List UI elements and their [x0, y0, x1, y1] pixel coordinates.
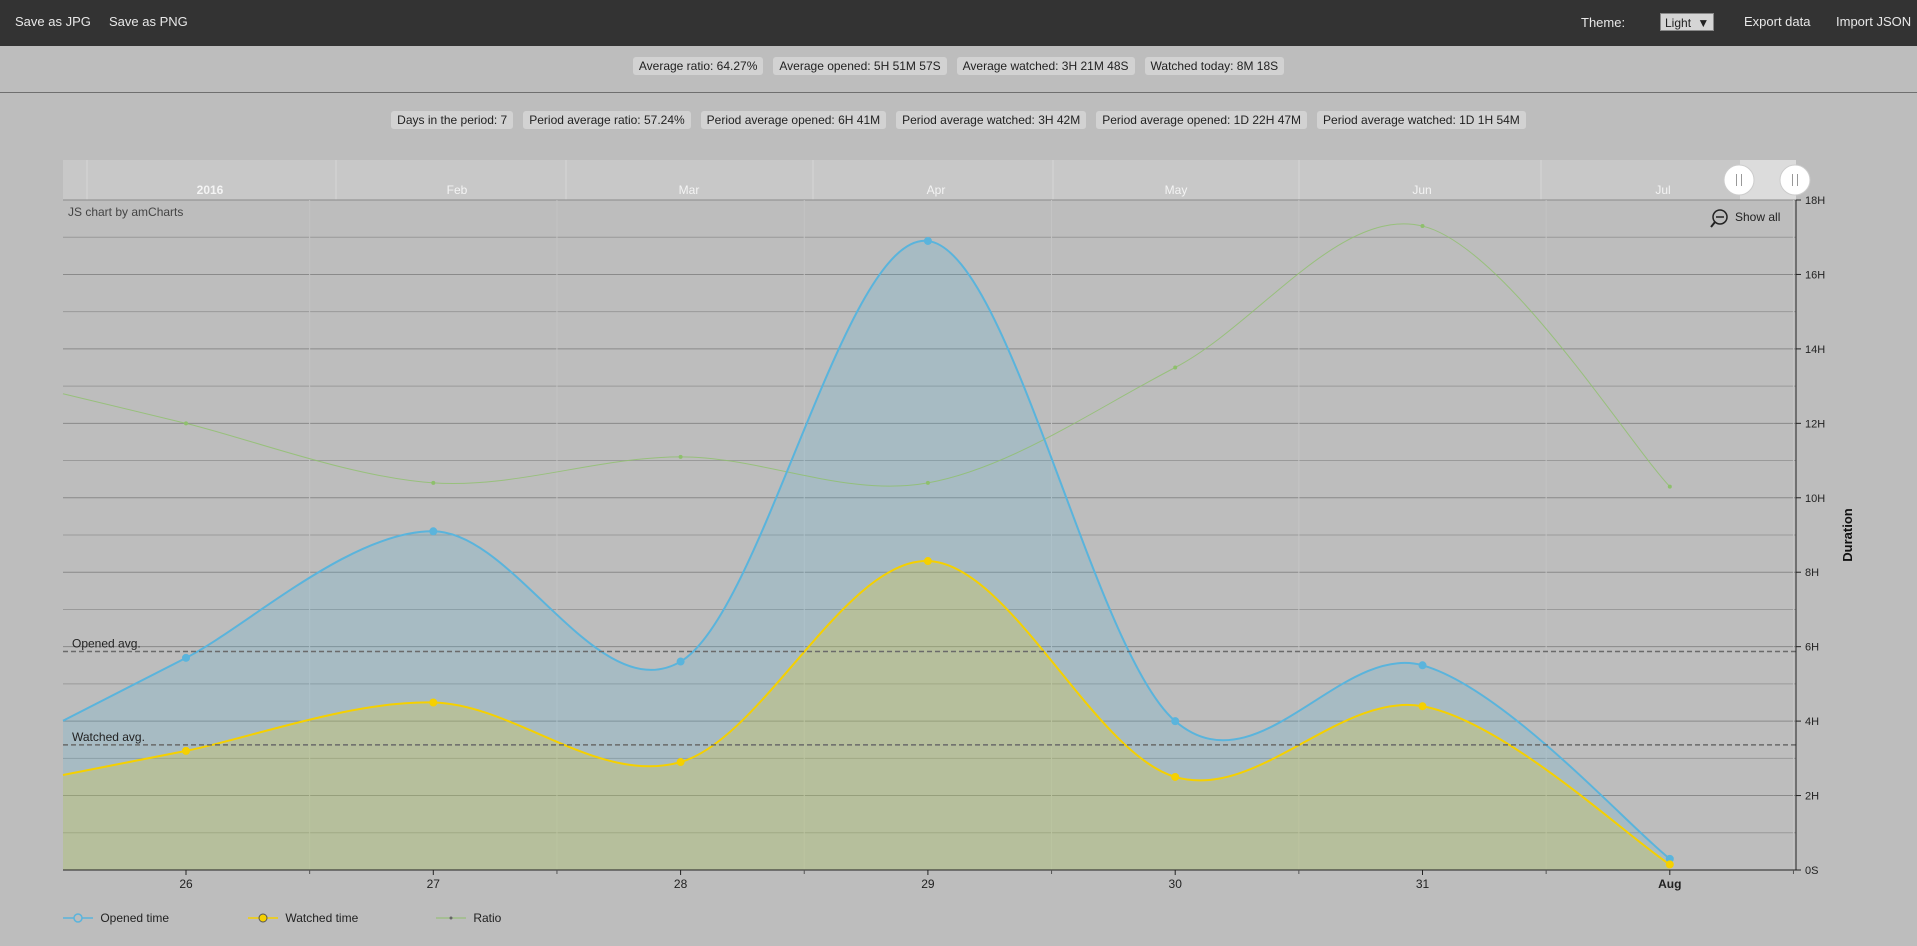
ratio-point[interactable]: [925, 480, 930, 485]
stat-period-average-opened: Period average opened: 6H 41M: [700, 111, 887, 129]
scrollbar-month-label: 2016: [197, 183, 224, 197]
watched-time-point[interactable]: [1171, 772, 1180, 781]
legend-ratio-label: Ratio: [473, 911, 502, 925]
scrollbar-month-label: Mar: [679, 183, 700, 197]
y-tick-label: 0S: [1805, 865, 1818, 877]
legend-ratio-marker: [436, 916, 466, 920]
save-jpg-button[interactable]: Save as JPG: [15, 14, 91, 29]
stat-average-ratio: Average ratio: 64.27%: [632, 57, 764, 75]
y-tick-label: 14H: [1805, 344, 1825, 356]
stats-overall: Average ratio: 64.27% Average opened: 5H …: [0, 57, 1917, 75]
opened-time-area: [63, 240, 1670, 870]
ratio-point[interactable]: [1420, 224, 1425, 229]
x-tick-label: Aug: [1658, 877, 1681, 891]
ratio-point[interactable]: [678, 454, 683, 459]
watched-time-point[interactable]: [923, 557, 932, 566]
save-png-button[interactable]: Save as PNG: [109, 14, 188, 29]
dropdown-arrow-icon: ▼: [1697, 16, 1710, 30]
legend-opened-label: Opened time: [100, 911, 170, 925]
scrollbar-month-label: Apr: [927, 183, 946, 197]
opened-time-point[interactable]: [1418, 661, 1427, 670]
stat-average-opened: Average opened: 5H 51M 57S: [773, 57, 947, 75]
x-tick-label: 31: [1416, 877, 1430, 891]
y-tick-label: 4H: [1805, 716, 1819, 728]
watched-time-area: [63, 561, 1670, 870]
opened-time-point[interactable]: [923, 236, 932, 245]
zoom-handle-icon: [1710, 221, 1716, 228]
toolbar: Save as JPG Save as PNG Theme: Light ▼ E…: [0, 0, 1917, 46]
stat-average-watched: Average watched: 3H 21M 48S: [956, 57, 1135, 75]
x-tick-label: 27: [427, 877, 441, 891]
stats-period: Days in the period: 7 Period average rati…: [0, 111, 1917, 129]
scrollbar-month-label: Jul: [1655, 183, 1670, 197]
x-tick-label: 28: [674, 877, 688, 891]
watched-time-point[interactable]: [676, 758, 685, 767]
legend-watched-marker: [248, 913, 278, 923]
watched-time-point[interactable]: [1665, 860, 1674, 869]
y-tick-label: 12H: [1805, 418, 1825, 430]
zoom-out-icon: [1712, 209, 1728, 225]
x-tick-label: 29: [921, 877, 935, 891]
x-tick-label: 26: [179, 877, 193, 891]
ratio-point[interactable]: [431, 480, 436, 485]
theme-value: Light: [1665, 16, 1692, 30]
y-tick-label: 10H: [1805, 493, 1825, 505]
export-data-button[interactable]: Export data: [1744, 14, 1811, 29]
scrollbar-track[interactable]: [63, 160, 1796, 200]
legend-opened-marker: [63, 913, 93, 923]
scrollbar-month-label: Feb: [447, 183, 468, 197]
stat-days-in-period: Days in the period: 7: [391, 111, 514, 129]
ratio-point[interactable]: [184, 421, 188, 426]
show-all-button[interactable]: Show all: [1710, 209, 1780, 228]
opened-time-line: [62, 239, 1671, 860]
y-tick-label: 8H: [1805, 567, 1819, 579]
ratio-point[interactable]: [1173, 365, 1178, 370]
stats-divider: [0, 92, 1917, 93]
stat-period-average-ratio: Period average ratio: 57.24%: [523, 111, 691, 129]
x-tick-label: 30: [1169, 877, 1183, 891]
scrollbar-left-grip[interactable]: [1723, 164, 1755, 196]
theme-label: Theme:: [1581, 15, 1626, 30]
y-tick-label: 16H: [1805, 269, 1825, 281]
scrollbar-month-label: May: [1165, 183, 1188, 197]
ratio-point[interactable]: [1667, 484, 1672, 489]
watched-time-point[interactable]: [1418, 702, 1427, 711]
watched-time-point[interactable]: [429, 698, 438, 707]
legend-watched-label: Watched time: [285, 911, 359, 925]
opened-time-point[interactable]: [182, 653, 190, 662]
amcharts-credit: JS chart by amCharts: [68, 205, 183, 219]
legend-opened-time[interactable]: Opened time: [63, 911, 169, 925]
show-all-label: Show all: [1735, 210, 1780, 224]
opened-time-point[interactable]: [1171, 717, 1180, 726]
opened-time-point[interactable]: [429, 527, 438, 536]
y-tick-label: 18H: [1805, 195, 1825, 207]
scrollbar-month-label: Jun: [1412, 183, 1431, 197]
opened-time-point[interactable]: [1665, 854, 1674, 863]
theme-select[interactable]: Light ▼: [1660, 13, 1715, 31]
opened-avg-label: Opened avg.: [72, 637, 141, 651]
stat-period-total-opened: Period average opened: 1D 22H 47M: [1096, 111, 1308, 129]
y-tick-label: 6H: [1805, 642, 1819, 654]
watched-time-point[interactable]: [182, 746, 190, 755]
watched-avg-label: Watched avg.: [72, 730, 145, 744]
watched-time-line: [62, 560, 1671, 866]
stat-period-total-watched: Period average watched: 1D 1H 54M: [1317, 111, 1526, 129]
opened-time-point[interactable]: [676, 657, 685, 666]
scrollbar-right-grip[interactable]: [1779, 164, 1811, 196]
legend-ratio[interactable]: Ratio: [436, 911, 501, 925]
import-json-button[interactable]: Import JSON: [1836, 14, 1912, 29]
stat-period-average-watched: Period average watched: 3H 42M: [896, 111, 1087, 129]
stat-watched-today: Watched today: 8M 18S: [1144, 57, 1285, 75]
y-tick-label: 2H: [1805, 791, 1819, 803]
y-axis-title: Duration: [1840, 508, 1855, 562]
legend-watched-time[interactable]: Watched time: [248, 911, 358, 925]
